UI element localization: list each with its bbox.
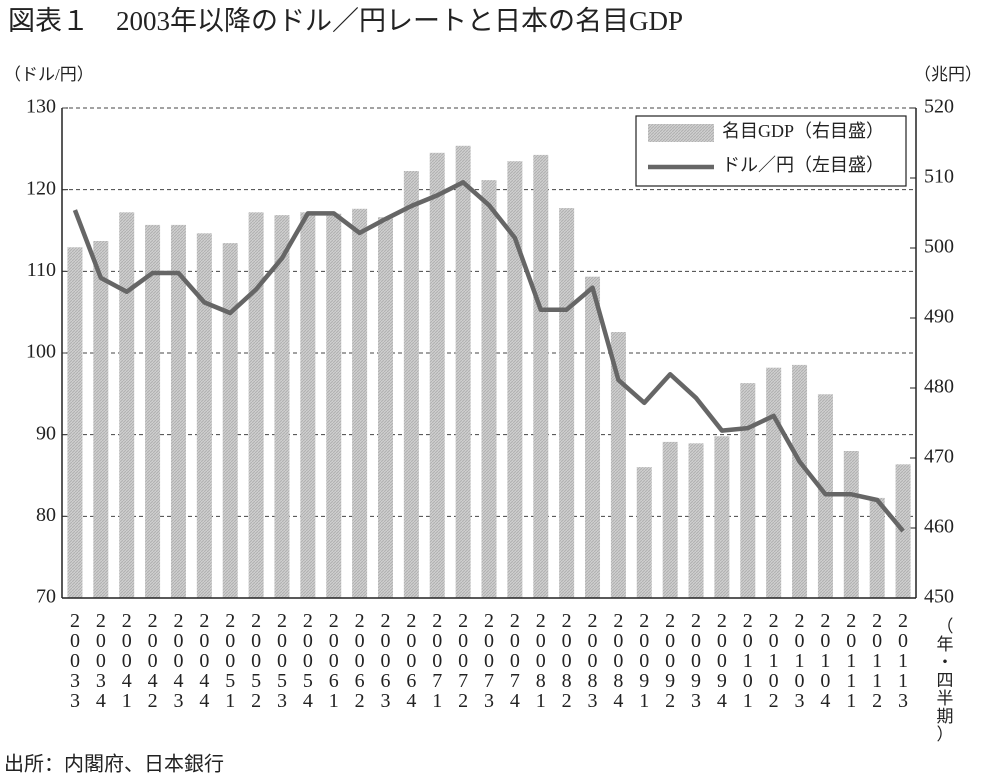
y2-tick-label: 480 xyxy=(924,376,954,398)
bar xyxy=(585,276,601,598)
bar xyxy=(145,224,161,598)
bar xyxy=(740,383,756,598)
bar xyxy=(766,367,782,598)
bar xyxy=(67,247,83,599)
bar xyxy=(93,241,109,598)
bar xyxy=(429,152,445,599)
y2-tick-label: 500 xyxy=(924,236,954,258)
y2-tick-label: 510 xyxy=(924,166,954,188)
bar xyxy=(714,436,730,598)
bar xyxy=(688,443,704,598)
y-tick-label: 120 xyxy=(26,177,56,199)
y2-axis-label: （兆円） xyxy=(914,65,982,84)
bar xyxy=(326,213,342,598)
y2-tick-label: 470 xyxy=(924,446,954,468)
y2-tick-label: 490 xyxy=(924,306,954,328)
bar xyxy=(559,208,575,598)
bar xyxy=(300,212,316,599)
bar xyxy=(377,217,393,598)
chart-title: 図表１ 2003年以降のドル／円レートと日本の名目GDP xyxy=(8,6,683,36)
y-tick-label: 110 xyxy=(27,259,56,281)
legend-label: 名目GDP（右目盛） xyxy=(722,121,884,141)
line xyxy=(72,180,905,533)
bar xyxy=(170,224,186,598)
bar xyxy=(869,497,885,598)
source: 出所：内閣府、日本銀行 xyxy=(4,753,224,776)
bar xyxy=(222,243,238,598)
bar xyxy=(533,154,549,598)
bar xyxy=(662,441,678,598)
y-tick-label: 70 xyxy=(36,586,56,608)
bar xyxy=(610,332,626,598)
bar xyxy=(507,161,523,598)
bar xyxy=(119,212,135,599)
legend-swatch xyxy=(648,124,714,142)
bar xyxy=(895,464,911,598)
bar xyxy=(455,145,471,599)
y-tick-label: 80 xyxy=(36,504,56,526)
y-axis-label: （ドル/円） xyxy=(4,65,94,84)
y-tick-label: 100 xyxy=(26,341,56,363)
y2-tick-label: 450 xyxy=(924,586,954,608)
bar xyxy=(352,208,368,599)
bar xyxy=(843,451,859,598)
bar xyxy=(403,171,419,598)
y-tick-label: 90 xyxy=(36,422,56,444)
x-axis-label: （年・四半期） xyxy=(937,617,954,744)
bar xyxy=(636,467,652,598)
bar xyxy=(481,180,497,598)
y2-tick-label: 460 xyxy=(924,516,954,538)
bar xyxy=(274,215,290,598)
y-tick-label: 130 xyxy=(26,96,56,118)
bar xyxy=(792,364,808,598)
y2-tick-label: 520 xyxy=(924,96,954,118)
bar xyxy=(196,233,212,599)
bar xyxy=(248,212,264,599)
legend-label: ドル／円（左目盛） xyxy=(722,155,884,175)
